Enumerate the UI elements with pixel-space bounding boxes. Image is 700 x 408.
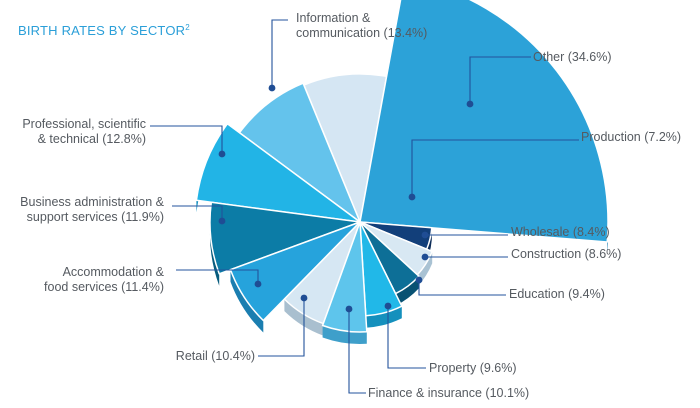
leader-dot-accommodation-and-food-services	[254, 280, 262, 288]
slice-labels: Other (34.6%) Production (7.2%) Wholesale …	[20, 11, 681, 400]
leader-dot-information-and-communication	[268, 84, 276, 92]
label-professional-scientific-and-technical-line-1: Professional, scientific	[22, 117, 146, 131]
label-information-and-communication-line-2: communication (13.4%)	[296, 26, 427, 40]
slice-construction-side	[395, 276, 419, 306]
label-accommodation-and-food-services-line-2: food services (11.4%)	[44, 280, 164, 294]
leader-dot-construction	[421, 253, 429, 261]
pie-slices	[195, 0, 609, 345]
chart-title: BIRTH RATES BY SECTOR2	[18, 23, 190, 38]
leader-line-education	[418, 280, 506, 296]
slice-other	[359, 0, 609, 243]
label-finance-and-insurance: Finance & insurance (10.1%)	[368, 386, 529, 400]
leader-dot-business-administration-and-support-services	[218, 217, 226, 225]
label-information-and-communication-line-1: Information &	[296, 11, 371, 25]
slice-information-and-communication	[303, 73, 388, 223]
leader-line-production	[411, 139, 579, 197]
slice-business-administration-and-support-services	[195, 123, 361, 223]
label-business-administration-and-support-services-line-2: support services (11.9%)	[27, 210, 164, 224]
label-other: Other (34.6%)	[533, 50, 612, 64]
leader-dot-property	[384, 302, 392, 310]
label-accommodation-and-food-services: Accommodation & food services (11.4%)	[44, 265, 165, 294]
label-property: Property (9.6%)	[429, 361, 517, 375]
slice-retail-side	[230, 269, 264, 333]
label-professional-scientific-and-technical: Professional, scientific & technical (12.…	[22, 117, 146, 146]
slice-property	[321, 221, 368, 333]
slice-education-side	[365, 306, 402, 328]
label-business-administration-and-support-services: Business administration & support service…	[20, 195, 164, 224]
label-business-administration-and-support-services-line-1: Business administration &	[20, 195, 164, 209]
label-accommodation-and-food-services-line-1: Accommodation &	[63, 265, 165, 279]
leader-line-property	[387, 306, 426, 369]
leader-line-professional-scientific-and-technical	[150, 125, 223, 154]
label-construction: Construction (8.6%)	[511, 247, 621, 261]
leader-line-retail	[258, 298, 305, 357]
label-leaders	[150, 19, 579, 394]
leader-line-accommodation-and-food-services	[176, 269, 259, 284]
label-retail: Retail (10.4%)	[176, 349, 255, 363]
label-education: Education (9.4%)	[509, 287, 605, 301]
slice-property-side	[322, 325, 367, 345]
label-production: Production (7.2%)	[581, 130, 681, 144]
leader-line-other	[469, 56, 531, 104]
slice-accommodation-and-food-services	[209, 201, 361, 275]
leader-dot-finance-and-insurance	[345, 305, 353, 313]
leader-dot-wholesale	[421, 231, 429, 239]
label-information-and-communication: Information & communication (13.4%)	[296, 11, 427, 40]
leader-dot-professional-scientific-and-technical	[218, 150, 226, 158]
leader-dot-production	[408, 193, 416, 201]
label-professional-scientific-and-technical-line-2: & technical (12.8%)	[38, 132, 146, 146]
leader-line-finance-and-insurance	[348, 309, 366, 394]
leader-line-information-and-communication	[271, 19, 288, 88]
leader-dot-other	[466, 100, 474, 108]
leader-line-business-administration-and-support-services	[172, 205, 223, 221]
label-wholesale: Wholesale (8.4%)	[511, 225, 610, 239]
leader-dot-education	[415, 276, 423, 284]
leader-dot-retail	[300, 294, 308, 302]
